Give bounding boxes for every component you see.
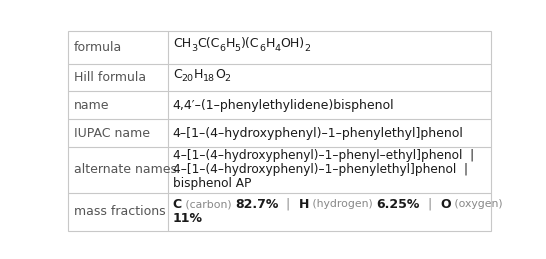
Text: H: H xyxy=(193,68,203,81)
Text: 6: 6 xyxy=(219,44,225,53)
Text: mass fractions: mass fractions xyxy=(74,205,165,218)
Text: 3: 3 xyxy=(191,44,197,53)
Text: C: C xyxy=(173,68,181,81)
Text: )(C: )(C xyxy=(241,37,259,50)
Text: O: O xyxy=(440,198,450,211)
Text: 20: 20 xyxy=(181,74,193,83)
Text: bisphenol AP: bisphenol AP xyxy=(173,177,251,190)
Text: C(C: C(C xyxy=(197,37,219,50)
Text: 11%: 11% xyxy=(173,212,203,225)
Text: 4–[1–(4–hydroxyphenyl)–1–phenylethyl]phenol  |: 4–[1–(4–hydroxyphenyl)–1–phenylethyl]phe… xyxy=(173,163,468,176)
Text: H: H xyxy=(299,198,309,211)
Text: 6: 6 xyxy=(259,44,265,53)
Text: CH: CH xyxy=(173,37,191,50)
Text: C: C xyxy=(173,198,182,211)
Text: H: H xyxy=(265,37,275,50)
Text: |: | xyxy=(420,198,440,211)
Text: H: H xyxy=(225,37,235,50)
Text: 4,4′–(1–phenylethylidene)bisphenol: 4,4′–(1–phenylethylidene)bisphenol xyxy=(173,99,394,112)
Text: 5: 5 xyxy=(235,44,241,53)
Text: (carbon): (carbon) xyxy=(182,199,235,209)
Text: formula: formula xyxy=(74,41,122,54)
Text: OH): OH) xyxy=(281,37,305,50)
Text: IUPAC name: IUPAC name xyxy=(74,127,150,140)
Text: 18: 18 xyxy=(203,74,215,83)
Text: (hydrogen): (hydrogen) xyxy=(309,199,376,209)
Text: 2: 2 xyxy=(305,44,311,53)
Text: 82.7%: 82.7% xyxy=(235,198,278,211)
Text: Hill formula: Hill formula xyxy=(74,71,146,84)
Text: 4: 4 xyxy=(275,44,281,53)
Text: 6.25%: 6.25% xyxy=(376,198,420,211)
Text: 2: 2 xyxy=(225,74,231,83)
Text: (oxygen): (oxygen) xyxy=(450,199,502,209)
Text: 4–[1–(4–hydroxyphenyl)–1–phenyl–ethyl]phenol  |: 4–[1–(4–hydroxyphenyl)–1–phenyl–ethyl]ph… xyxy=(173,149,474,162)
Text: |: | xyxy=(278,198,299,211)
Text: alternate names: alternate names xyxy=(74,163,177,176)
Text: name: name xyxy=(74,99,109,112)
Text: 4–[1–(4–hydroxyphenyl)–1–phenylethyl]phenol: 4–[1–(4–hydroxyphenyl)–1–phenylethyl]phe… xyxy=(173,127,464,140)
Text: O: O xyxy=(215,68,225,81)
